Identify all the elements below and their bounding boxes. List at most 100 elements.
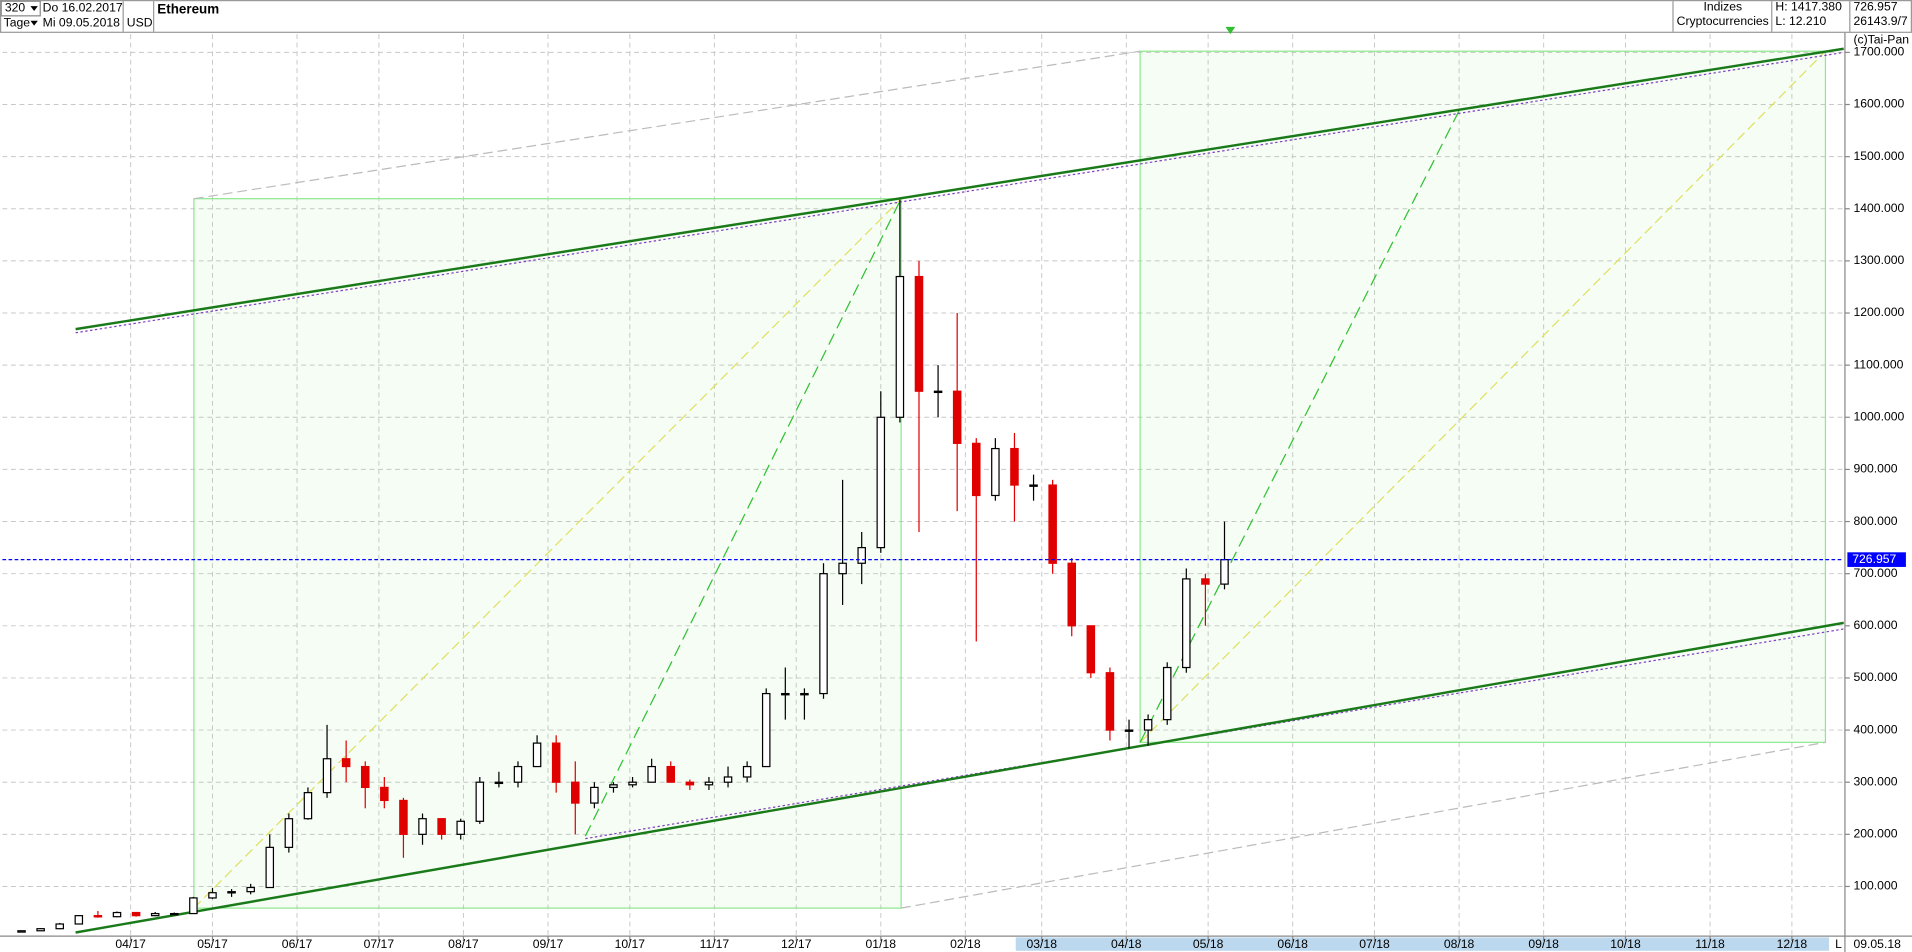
candle-body xyxy=(628,781,637,786)
low: L: 12.210 xyxy=(1775,14,1826,28)
last: 726.957 xyxy=(1853,0,1897,14)
candle-body xyxy=(723,776,733,783)
candle-body xyxy=(1048,484,1057,564)
y-tick-label: 900.000 xyxy=(1853,462,1897,476)
copyright: (c)Tai-Pan xyxy=(1853,32,1909,46)
candle-body xyxy=(36,928,45,932)
candle-body xyxy=(112,911,122,918)
y-tick-label: 400.000 xyxy=(1853,722,1897,736)
diagonal xyxy=(584,198,902,837)
candle-body xyxy=(322,758,332,794)
candle-body xyxy=(933,390,943,394)
candle-body xyxy=(876,416,886,549)
end-date: Mi 09.05.2018 xyxy=(43,15,120,29)
helper-line xyxy=(901,741,1826,909)
axis-labels: 100.000 200.000 300.000 400.000 500.000 600.0… xyxy=(115,45,1906,951)
x-tick-label: 02/18 xyxy=(950,937,981,951)
x-tick-label: 10/17 xyxy=(615,937,646,951)
dropdown-arrow[interactable] xyxy=(30,6,38,11)
candle-body xyxy=(819,573,828,695)
diagonal xyxy=(1139,109,1461,743)
y-tick-label: 1700.000 xyxy=(1853,45,1904,59)
footer-date: 09.05.18 xyxy=(1853,937,1901,951)
x-tick-label: 01/18 xyxy=(866,937,897,951)
dropdown-arrow[interactable] xyxy=(30,20,38,26)
volume: 26143.9/7 xyxy=(1853,14,1907,28)
high: H: 1417.380 xyxy=(1775,0,1842,14)
candle-body xyxy=(1182,578,1191,669)
candle-body xyxy=(800,692,809,696)
candle-body xyxy=(93,915,103,918)
y-tick-label: 100.000 xyxy=(1853,879,1897,893)
x-tick-label: 05/18 xyxy=(1193,937,1224,951)
candle-body xyxy=(208,892,217,899)
candle-body xyxy=(189,897,198,915)
candle-body xyxy=(418,818,427,835)
x-tick-label: 07/18 xyxy=(1359,937,1390,951)
diagonal xyxy=(1139,50,1826,743)
x-tick-label: 07/17 xyxy=(364,937,395,951)
candle-body xyxy=(265,846,275,889)
candle-body xyxy=(972,442,981,497)
y-tick-label: 700.000 xyxy=(1853,566,1897,580)
candle-body xyxy=(494,781,504,785)
candle-body xyxy=(380,786,389,802)
period-box[interactable] xyxy=(0,0,41,17)
x-tick-label: 08/18 xyxy=(1444,937,1475,951)
x-tick-label: 05/17 xyxy=(197,937,228,951)
header-bar xyxy=(0,0,1912,33)
y-tick-label: 200.000 xyxy=(1853,827,1897,841)
candle-body xyxy=(609,784,618,789)
candle-body xyxy=(227,891,236,894)
footer-mode: L xyxy=(1835,937,1842,951)
candle-body xyxy=(74,915,84,925)
x-tick-label: 09/18 xyxy=(1528,937,1559,951)
y-tick-label: 800.000 xyxy=(1853,514,1897,528)
diagonal xyxy=(193,198,902,909)
candle-body xyxy=(1124,729,1134,732)
x-tick-label: 03/18 xyxy=(1026,937,1057,951)
unit[interactable]: Tage xyxy=(4,15,31,29)
parallel-line xyxy=(75,51,1844,334)
candle-body xyxy=(17,930,26,933)
candle-body xyxy=(150,912,160,917)
x-tick-label: 12/18 xyxy=(1777,937,1808,951)
candle-body xyxy=(437,818,446,835)
candle-body xyxy=(1086,625,1096,674)
x-tick-label: 06/18 xyxy=(1277,937,1308,951)
channel-line xyxy=(75,621,1844,934)
x-tick-label: 11/18 xyxy=(1695,937,1725,951)
candle-body xyxy=(456,820,465,835)
candle-body xyxy=(170,912,179,916)
candles xyxy=(2,199,1844,933)
candle-body xyxy=(895,275,905,418)
candle-body xyxy=(341,758,351,768)
candle-body xyxy=(952,390,962,444)
subgroup: Cryptocurrencies xyxy=(1677,14,1769,28)
candle-body xyxy=(246,886,255,893)
candle-body xyxy=(1067,562,1077,627)
x-tick-label: 08/17 xyxy=(448,937,479,951)
candle-body xyxy=(742,765,752,778)
channel-line xyxy=(75,47,1844,331)
y-tick-label: 1300.000 xyxy=(1853,253,1904,267)
candle-body xyxy=(303,792,313,820)
last-price-label: 726.957 xyxy=(1852,552,1896,566)
last-price-box xyxy=(1847,552,1906,567)
candle-body xyxy=(131,911,141,917)
candle-body xyxy=(857,547,866,564)
period[interactable]: 320 xyxy=(5,1,26,15)
candle-body xyxy=(704,781,714,786)
candle-body xyxy=(1201,578,1210,585)
candle-body xyxy=(1162,666,1172,721)
candle-body xyxy=(590,786,599,804)
candle-body xyxy=(1220,559,1229,585)
candle-body xyxy=(991,447,1000,497)
header: 320 Do 16.02.2017 Tage Mi 09.05.2018 USD… xyxy=(0,0,1912,33)
x-tick-label: 10/18 xyxy=(1610,937,1641,951)
candle-body xyxy=(838,562,847,575)
marker xyxy=(1225,26,1236,35)
y-tick-label: 1100.000 xyxy=(1853,357,1903,371)
candle-body xyxy=(284,818,294,848)
